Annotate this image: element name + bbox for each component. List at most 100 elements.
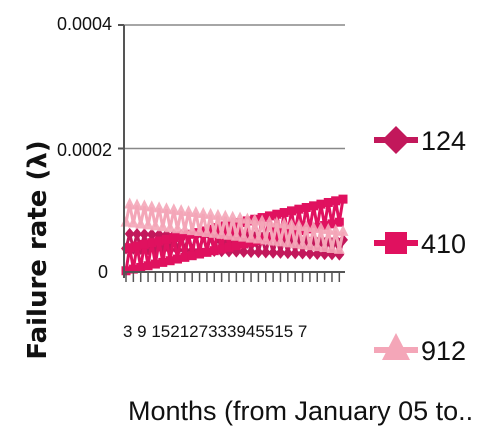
data-point bbox=[249, 213, 261, 225]
data-point bbox=[186, 224, 198, 236]
data-point bbox=[287, 206, 297, 216]
data-point bbox=[326, 241, 338, 253]
data-point bbox=[124, 197, 136, 209]
data-point bbox=[150, 259, 160, 269]
data-point bbox=[124, 227, 135, 240]
data-point bbox=[256, 214, 268, 226]
data-point bbox=[271, 216, 283, 228]
data-point bbox=[135, 217, 147, 229]
data-point bbox=[206, 224, 216, 234]
data-point bbox=[212, 208, 224, 220]
data-point bbox=[179, 223, 191, 235]
data-point bbox=[289, 237, 301, 249]
data-point bbox=[282, 247, 293, 260]
data-point bbox=[161, 234, 171, 244]
data-point bbox=[238, 245, 249, 258]
data-point bbox=[322, 222, 334, 234]
data-point bbox=[183, 205, 195, 217]
data-point bbox=[197, 206, 209, 218]
data-point bbox=[315, 222, 327, 234]
legend-label: 124 bbox=[421, 126, 466, 156]
data-point bbox=[143, 261, 153, 271]
data-point bbox=[136, 262, 146, 272]
data-point bbox=[160, 202, 172, 214]
data-point bbox=[252, 232, 264, 244]
data-point bbox=[217, 244, 227, 254]
data-point bbox=[241, 212, 253, 224]
data-point bbox=[213, 223, 223, 233]
data-point bbox=[297, 247, 308, 260]
legend: 124 410 912 bbox=[374, 126, 466, 366]
data-point bbox=[290, 227, 300, 237]
data-point bbox=[138, 199, 150, 211]
data-point bbox=[153, 201, 165, 213]
data-point bbox=[125, 243, 135, 253]
x-tick-labels: 3 9 152127333945515 7 bbox=[123, 322, 307, 341]
data-point bbox=[319, 241, 331, 253]
data-point bbox=[246, 246, 257, 259]
data-point bbox=[149, 219, 161, 231]
series-group bbox=[120, 194, 349, 276]
data-point bbox=[327, 219, 337, 229]
data-point bbox=[128, 264, 138, 274]
data-point bbox=[278, 217, 290, 229]
data-point bbox=[283, 229, 293, 239]
data-point bbox=[220, 221, 230, 231]
data-point bbox=[293, 219, 305, 231]
data-point bbox=[239, 239, 249, 249]
data-point bbox=[147, 238, 157, 248]
data-point bbox=[176, 231, 186, 241]
series-912 bbox=[120, 197, 349, 254]
axes bbox=[118, 24, 345, 282]
diamond-marker-icon bbox=[382, 126, 410, 154]
x-axis-title: Months (from January 05 to.. bbox=[128, 396, 473, 426]
data-point bbox=[297, 238, 309, 250]
data-point bbox=[263, 215, 275, 227]
data-point bbox=[223, 228, 235, 240]
data-point bbox=[201, 225, 213, 237]
data-point bbox=[146, 200, 158, 212]
y-axis-title: Failure rate (λ) bbox=[23, 140, 53, 359]
legend-item-410: 410 bbox=[374, 229, 466, 259]
data-point bbox=[338, 194, 348, 204]
data-point bbox=[234, 211, 246, 223]
data-point bbox=[219, 209, 231, 221]
legend-item-912: 912 bbox=[374, 333, 466, 366]
data-point bbox=[312, 222, 322, 232]
gridlines bbox=[124, 24, 345, 150]
data-point bbox=[209, 246, 219, 256]
data-point bbox=[194, 225, 206, 237]
data-point bbox=[190, 206, 202, 218]
data-point bbox=[260, 246, 271, 259]
data-point bbox=[132, 241, 142, 251]
data-point bbox=[172, 254, 182, 264]
data-point bbox=[275, 246, 286, 259]
data-point bbox=[294, 204, 304, 214]
data-point bbox=[286, 218, 298, 230]
data-point bbox=[158, 257, 168, 267]
data-point bbox=[304, 239, 316, 251]
data-point bbox=[272, 209, 282, 219]
data-point bbox=[164, 221, 176, 233]
data-point bbox=[279, 208, 289, 218]
data-point bbox=[131, 198, 143, 210]
data-point bbox=[146, 228, 157, 241]
data-point bbox=[165, 256, 175, 266]
data-point bbox=[245, 231, 257, 243]
legend-label: 912 bbox=[421, 336, 466, 366]
data-point bbox=[157, 220, 169, 232]
data-point bbox=[333, 242, 345, 254]
data-point bbox=[195, 249, 205, 259]
triangle-marker-icon bbox=[382, 333, 410, 360]
data-point bbox=[171, 222, 183, 234]
data-point bbox=[290, 247, 301, 260]
data-point bbox=[267, 234, 279, 246]
data-point bbox=[139, 239, 149, 249]
data-point bbox=[238, 230, 250, 242]
data-point bbox=[334, 217, 344, 227]
data-point bbox=[308, 221, 320, 233]
data-point bbox=[227, 210, 239, 222]
data-point bbox=[121, 266, 131, 276]
data-point bbox=[282, 236, 294, 248]
data-point bbox=[202, 247, 212, 257]
